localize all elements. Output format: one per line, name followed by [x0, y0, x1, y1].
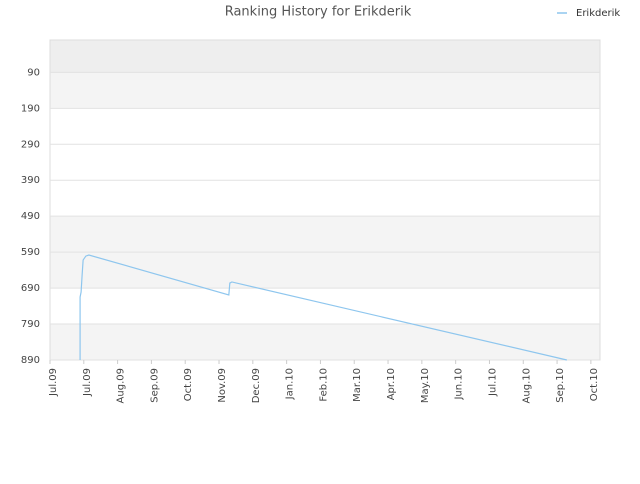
y-tick-label: 90	[27, 67, 40, 78]
data-line	[79, 254, 568, 361]
chart-title: Ranking History for Erikderik	[225, 5, 412, 20]
x-tick-label: Jul.09	[82, 368, 93, 397]
x-tick-label: Apr.10	[386, 368, 397, 400]
y-tick-label: 190	[21, 103, 40, 114]
x-tick-label: Aug.10	[521, 368, 532, 403]
x-tick-label: Jul.09	[48, 368, 59, 397]
plot-band	[50, 40, 600, 72]
y-tick-label: 490	[21, 211, 40, 222]
y-tick-label: 290	[21, 139, 40, 150]
y-tick-label: 590	[21, 247, 40, 258]
x-tick-label: Dec.09	[251, 368, 262, 403]
x-tick-label: Aug.09	[116, 368, 127, 403]
y-tick-label: 890	[21, 355, 40, 366]
x-tick-label: Sep.09	[149, 368, 160, 403]
x-tick-label: Feb.10	[318, 368, 329, 402]
legend-label: Erikderik	[576, 8, 620, 19]
plot-band	[50, 72, 600, 108]
plot-band	[50, 324, 600, 360]
x-tick-label: Oct.09	[183, 368, 194, 401]
y-tick-label: 390	[21, 175, 40, 186]
x-tick-label: Oct.10	[589, 368, 600, 401]
x-tick-label: Sep.10	[555, 368, 566, 403]
x-tick-label: Jul.10	[487, 368, 498, 397]
x-tick-label: Mar.10	[352, 368, 363, 402]
x-tick-label: Nov.09	[217, 368, 228, 403]
x-tick-label: Jun.10	[454, 368, 465, 401]
y-tick-label: 690	[21, 283, 40, 294]
x-tick-label: May.10	[420, 368, 431, 403]
y-tick-label: 790	[21, 319, 40, 330]
x-tick-label: Jan.10	[285, 368, 296, 400]
